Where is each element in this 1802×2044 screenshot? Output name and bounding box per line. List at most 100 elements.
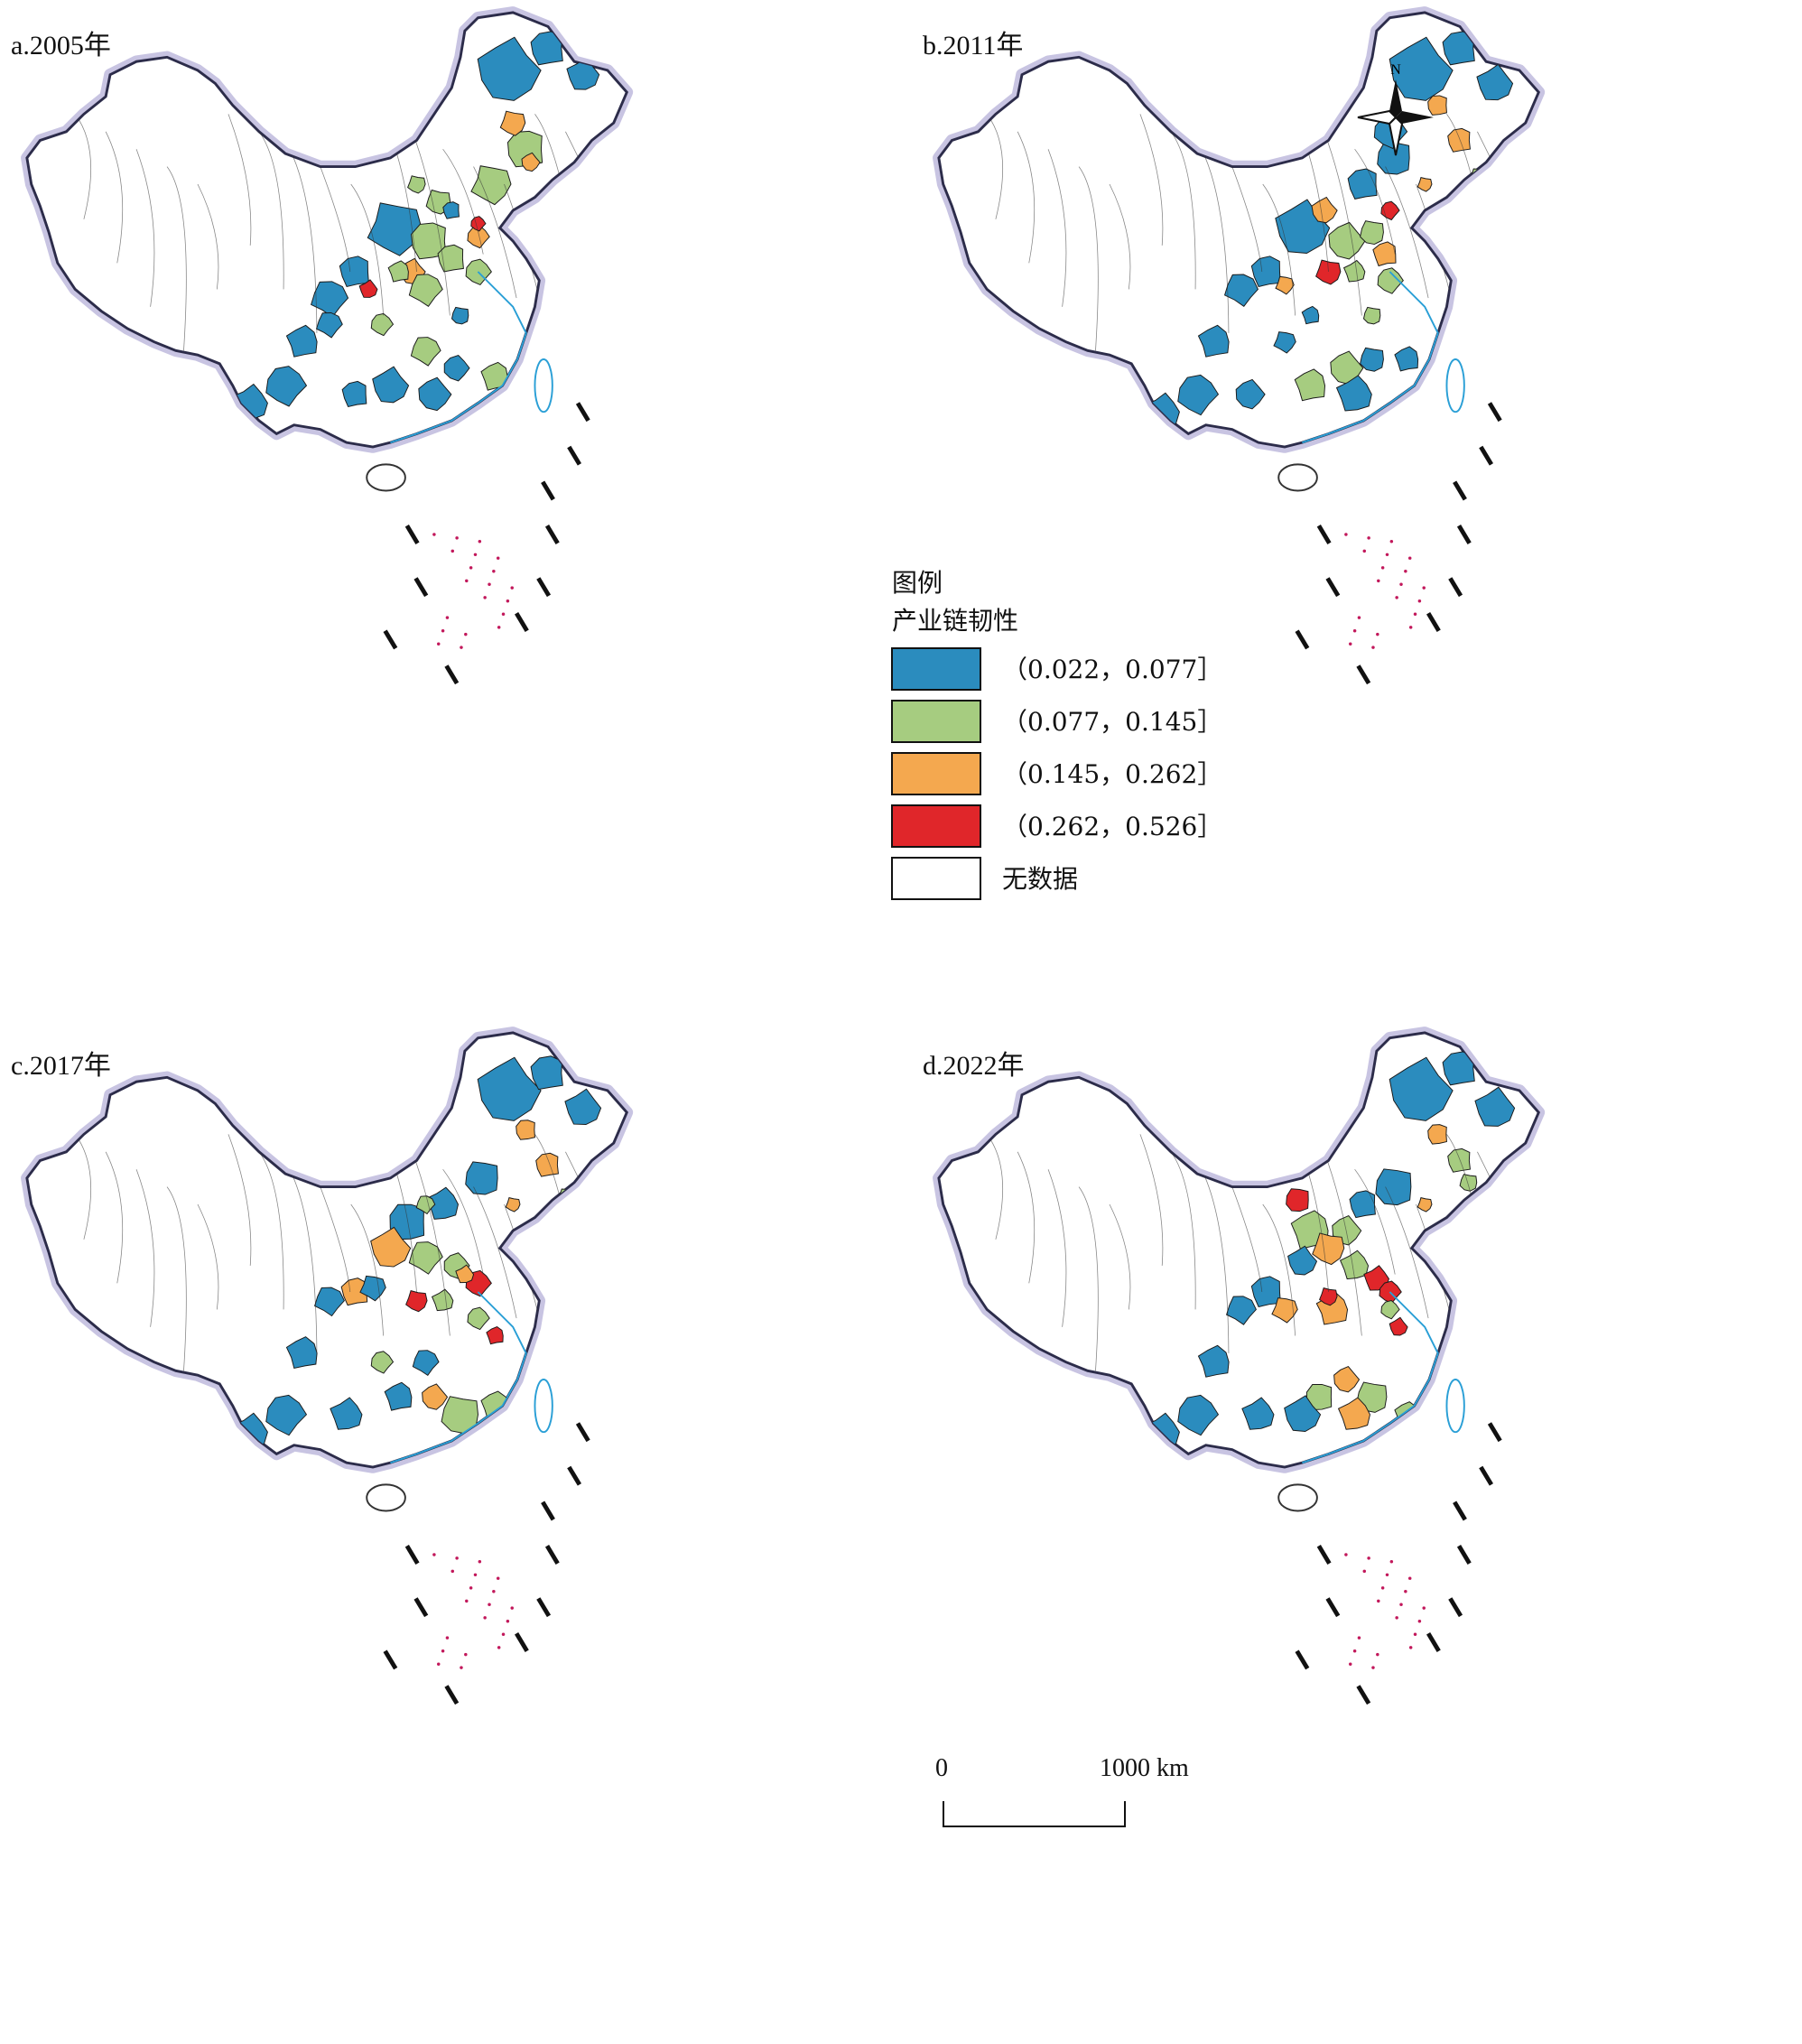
region-d <box>1333 1365 1361 1393</box>
boundary-dash <box>1316 1545 1332 1565</box>
boundary-dash <box>1356 664 1371 685</box>
boundary-dash <box>404 525 420 544</box>
boundary-dash <box>1487 402 1502 423</box>
scale-start-label: 0 <box>935 1754 948 1782</box>
region-c <box>415 1195 436 1215</box>
boundary-dash <box>1448 577 1463 598</box>
region-d <box>1241 1397 1275 1430</box>
region-c <box>405 1290 428 1313</box>
region-d <box>1459 1174 1478 1192</box>
region-a <box>265 366 308 407</box>
scale-bar: 0 1000 km <box>935 1754 1189 1827</box>
hainan-outline <box>1277 463 1318 492</box>
panel-label-a: a.2005年 <box>11 31 111 60</box>
north-letter: N <box>1390 62 1401 78</box>
region-c <box>530 1055 563 1091</box>
region-b <box>1362 306 1381 325</box>
region-b <box>1315 259 1342 285</box>
region-d <box>1389 1316 1408 1336</box>
region-a <box>499 110 526 136</box>
boundary-dash <box>1426 1632 1441 1652</box>
region-c <box>505 1197 521 1212</box>
boundary-dash <box>536 577 552 598</box>
boundary-dash <box>1356 1685 1371 1705</box>
boundary-dash <box>413 1597 429 1618</box>
legend-swatch <box>891 752 981 795</box>
region-b <box>1360 220 1384 246</box>
region-c <box>465 1161 498 1195</box>
region-a <box>358 279 378 298</box>
boundary-dash <box>541 1500 555 1521</box>
region-b <box>1417 177 1433 192</box>
taiwan-outline <box>534 358 553 413</box>
region-b <box>1235 378 1266 410</box>
region-d <box>1284 1395 1322 1433</box>
boundary-dash <box>541 480 555 501</box>
boundary-dash <box>413 577 429 598</box>
boundary-dash <box>383 629 398 650</box>
region-b <box>1372 241 1397 267</box>
legend-label: 无数据 <box>1002 864 1078 894</box>
region-b <box>1476 63 1514 101</box>
region-d <box>1312 1232 1345 1266</box>
region-c <box>535 1152 559 1177</box>
region-b <box>1427 95 1447 116</box>
map-panel-b <box>939 13 1562 685</box>
region-b <box>1301 305 1320 325</box>
region-b <box>1342 259 1366 283</box>
map-panel-a <box>27 13 650 685</box>
boundary-dash <box>444 1685 460 1705</box>
panel-label-c: c.2017年 <box>11 1051 111 1081</box>
region-d <box>1389 1056 1454 1121</box>
region-a <box>387 260 409 283</box>
taiwan-outline <box>534 1379 553 1434</box>
hainan-outline <box>1277 1483 1318 1512</box>
region-b <box>1377 267 1404 294</box>
taiwan-outline <box>1445 358 1465 413</box>
boundary-dash <box>383 1649 398 1670</box>
boundary-dash <box>1479 445 1493 466</box>
region-a <box>442 201 460 219</box>
boundary-dash <box>444 664 460 685</box>
region-c <box>467 1306 490 1331</box>
boundary-dash <box>1453 480 1467 501</box>
boundary-dash <box>404 1545 420 1565</box>
taiwan-outline <box>1445 1379 1465 1434</box>
panel-label-b: b.2011年 <box>923 31 1023 60</box>
region-c <box>431 1288 454 1312</box>
region-a <box>521 152 541 172</box>
region-b <box>1223 274 1259 307</box>
region-a <box>407 175 426 194</box>
region-a <box>408 274 443 307</box>
region-c <box>330 1397 363 1430</box>
legend-swatch <box>891 857 981 900</box>
region-b <box>1275 275 1295 295</box>
region-b <box>1377 141 1410 175</box>
region-b <box>1360 347 1384 372</box>
region-c <box>564 1088 602 1126</box>
region-c <box>384 1381 413 1411</box>
legend-label: （0.022，0.077］ <box>1002 655 1222 684</box>
region-b <box>1447 127 1471 153</box>
region-a <box>477 36 542 101</box>
boundary-dash <box>1456 1545 1472 1565</box>
region-c <box>412 1350 440 1377</box>
region-d <box>1375 1168 1412 1206</box>
map-panel-d <box>939 1033 1562 1705</box>
region-a <box>341 380 367 408</box>
region-d <box>1250 1276 1281 1308</box>
region-b <box>1177 374 1220 416</box>
legend: 图例 产业链韧性 （0.022，0.077］ （0.077，0.145］ （0.14… <box>891 568 1222 900</box>
region-c <box>314 1287 345 1317</box>
region-d <box>1427 1124 1447 1145</box>
region-a <box>450 306 469 325</box>
region-d <box>1197 1344 1230 1378</box>
legend-swatch <box>891 647 981 691</box>
legend-title: 图例 <box>892 568 943 598</box>
region-c <box>422 1383 449 1410</box>
region-b <box>1328 221 1366 260</box>
region-d <box>1287 1245 1318 1276</box>
region-a <box>367 202 423 256</box>
boundary-dash <box>567 1465 581 1486</box>
